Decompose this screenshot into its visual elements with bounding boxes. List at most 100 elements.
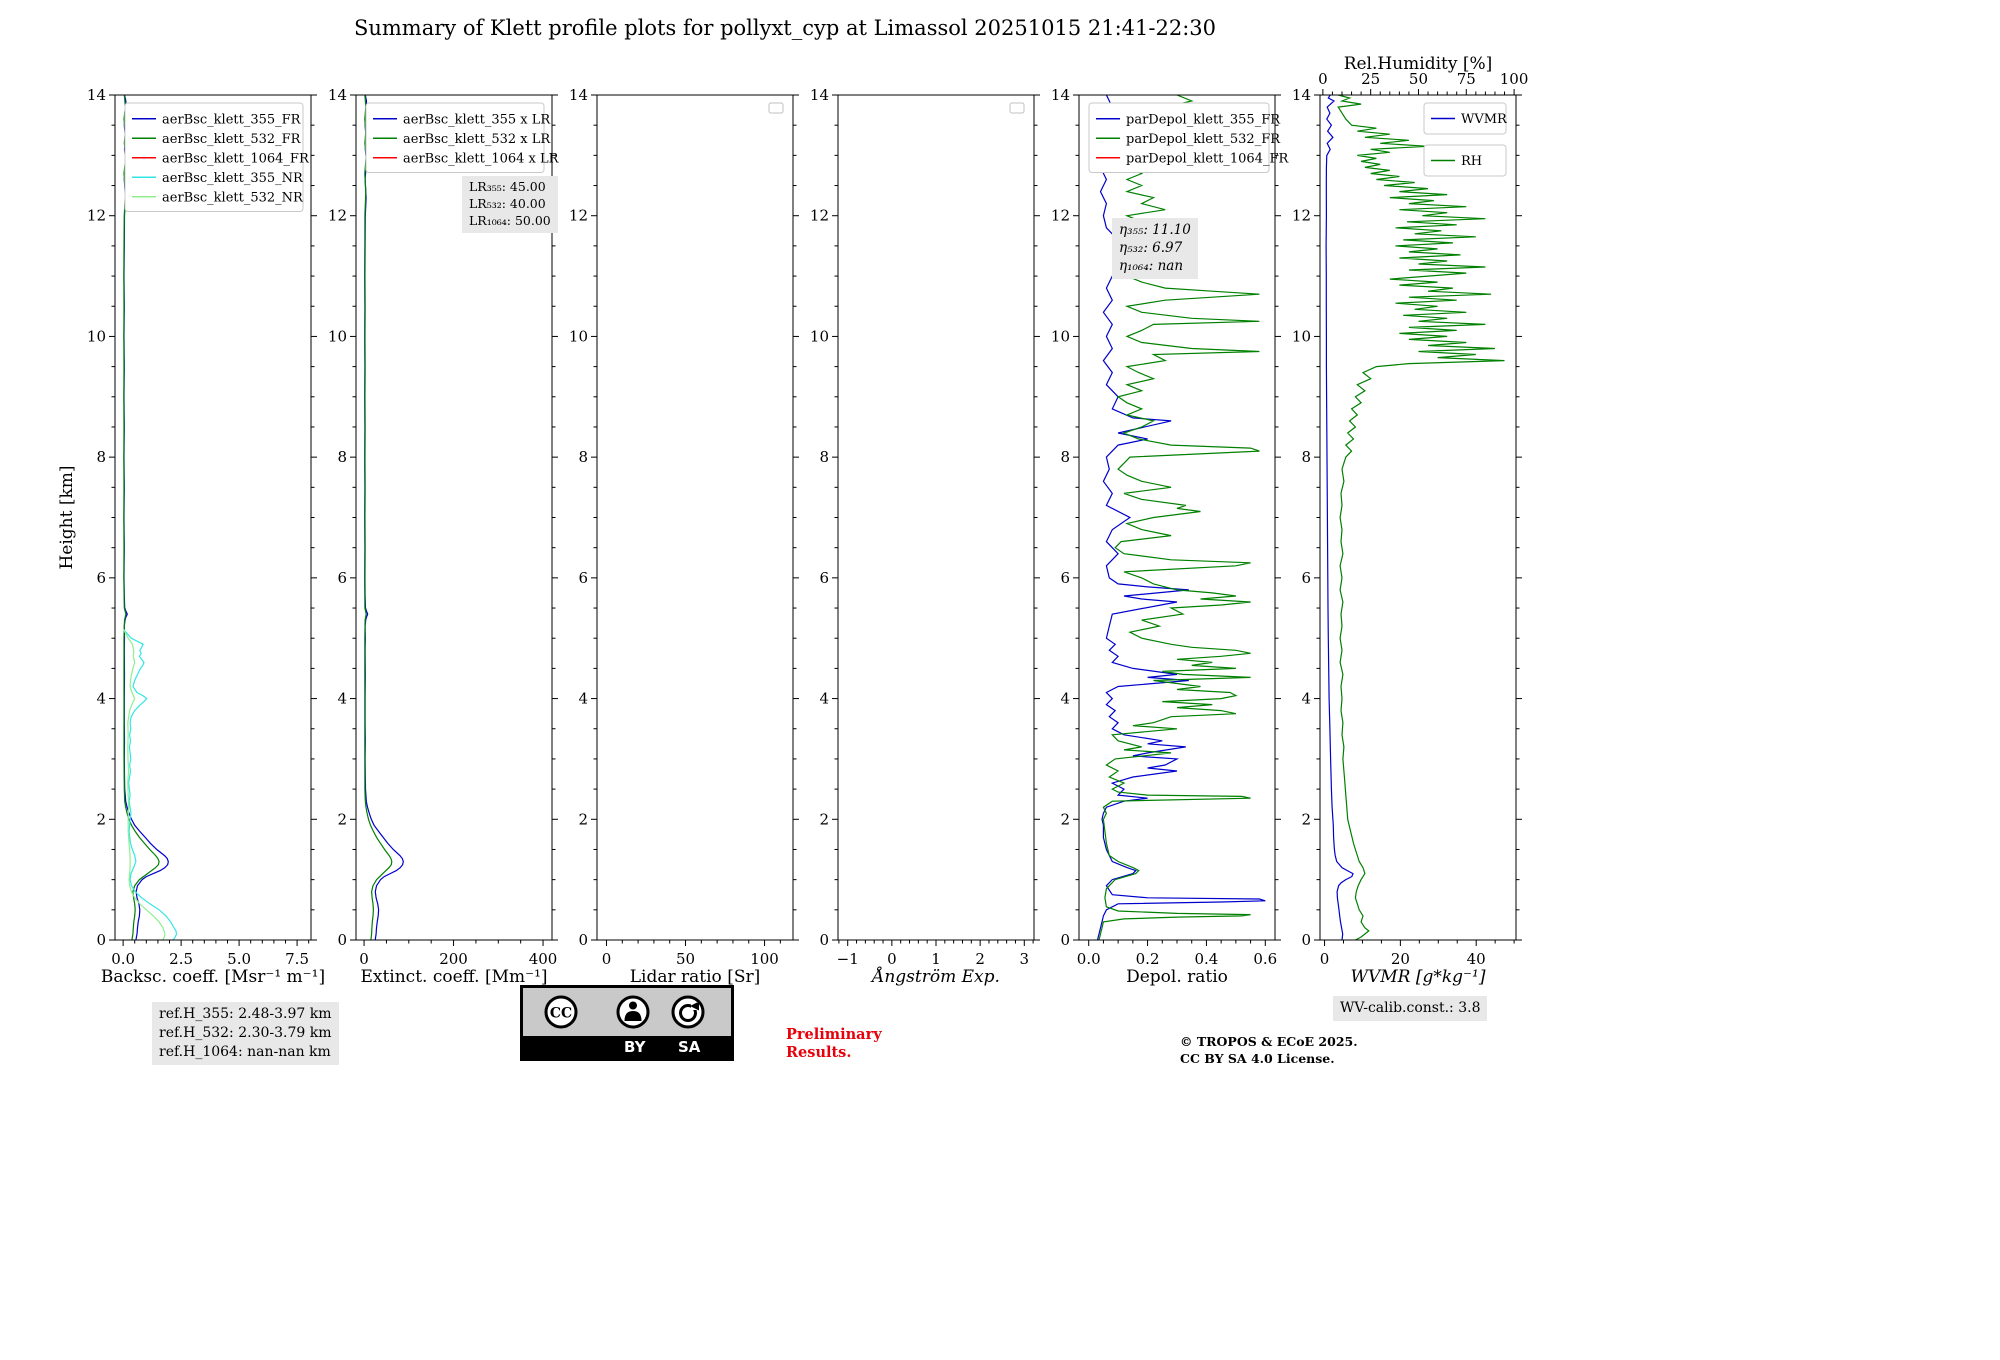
eta-532-value: η₅₃₂: 6.97 <box>1119 240 1183 257</box>
legend-label: WVMR <box>1461 112 1508 127</box>
legend-label: aerBsc_klett_355_NR <box>162 171 304 186</box>
y-tick-label: 8 <box>1060 448 1070 466</box>
eta-1064-value: η₁₀₆₄: nan <box>1119 258 1184 275</box>
license-by-label: BY <box>624 1038 646 1056</box>
y-tick-label: 10 <box>810 327 829 345</box>
x-tick-label: 0.0 <box>111 950 135 968</box>
y-tick-label: 14 <box>1292 86 1311 104</box>
y-tick-label: 10 <box>87 327 106 345</box>
y-tick-label: 0 <box>96 931 106 949</box>
x-tick-label: 0.0 <box>1077 950 1101 968</box>
wv-calib-value: WV-calib.const.: 3.8 <box>1340 1000 1481 1016</box>
panel-frame <box>837 94 1035 941</box>
x-tick-label: 2.5 <box>169 950 193 968</box>
legend-box <box>365 102 545 173</box>
legend-label: parDepol_klett_355_FR <box>1126 112 1281 127</box>
y-tick-label: 8 <box>578 448 588 466</box>
eta-355-value: η₃₅₅: 11.10 <box>1119 222 1191 238</box>
ylabel-height: Height [km] <box>57 465 77 569</box>
wv-calibration-annotation: WV-calib.const.: 3.8 <box>1333 996 1488 1021</box>
x-tick-label: 0.6 <box>1253 950 1277 968</box>
x-tick-label: 40 <box>1467 950 1486 968</box>
legend-empty <box>768 102 784 114</box>
y-tick-label: 12 <box>1292 207 1311 225</box>
y-tick-label: 12 <box>569 207 588 225</box>
legend-label: aerBsc_klett_532 x LR <box>403 132 551 147</box>
y-tick-label: 6 <box>578 569 588 587</box>
series-aerExt_klett_532 <box>363 95 393 940</box>
y-tick-label: 8 <box>819 448 829 466</box>
y-tick-label: 4 <box>337 690 347 708</box>
legend-box <box>124 102 304 212</box>
legend-label: RH <box>1461 154 1482 169</box>
x-tick-label: 50 <box>676 950 695 968</box>
cc-by-sa-license-badge: CC BY SA <box>520 985 734 1061</box>
sa-arrow-icon <box>671 995 705 1029</box>
legend-box <box>1423 144 1507 177</box>
x-tick-label: 0 <box>1320 950 1330 968</box>
cc-icon <box>544 995 578 1029</box>
x-tick-label: −1 <box>837 950 859 968</box>
panel-depol_ratio: 0.0 0.2 0.4 0.6 0 2 4 6 8 10 12 14 Depol. ratio parDe… <box>1051 86 1290 987</box>
license-sa-label: SA <box>678 1038 701 1056</box>
series-aerBsc_klett_532_FR <box>123 95 160 940</box>
preliminary-line2: Results. <box>786 1044 852 1062</box>
preliminary-results-note: Preliminary Results. <box>786 1026 882 1062</box>
y-tick-label: 14 <box>569 86 588 104</box>
y-tick-label: 4 <box>96 690 106 708</box>
legend-empty <box>1009 102 1025 114</box>
panel-frame <box>114 94 312 941</box>
cc-icon-label: CC <box>550 1006 572 1022</box>
legend-label: aerBsc_klett_1064_FR <box>162 151 310 166</box>
y-tick-label: 4 <box>1060 690 1070 708</box>
license-icons: CC <box>544 995 705 1029</box>
xlabel-angstrom: Ångström Exp. <box>870 966 1000 987</box>
legend-label: parDepol_klett_1064_FR <box>1126 151 1289 166</box>
y-tick-label: 8 <box>96 448 106 466</box>
y-tick-label: 6 <box>96 569 106 587</box>
eta-annotation: η₃₅₅: 11.10 η₅₃₂: 6.97 η₁₀₆₄: nan <box>1112 218 1198 279</box>
y-tick-label: 12 <box>1051 207 1070 225</box>
x-tick-label: 100 <box>750 950 779 968</box>
legend-label: aerBsc_klett_532_NR <box>162 190 304 205</box>
legend-box <box>1423 102 1507 135</box>
lr-532-value: LR₅₃₂: 40.00 <box>469 195 546 211</box>
top-tick-label: 25 <box>1361 70 1380 88</box>
y-tick-label: 2 <box>1060 810 1070 828</box>
series-RH <box>1337 95 1505 940</box>
y-tick-label: 12 <box>87 207 106 225</box>
legend-label: aerBsc_klett_355_FR <box>162 112 302 127</box>
top-tick-label: 0 <box>1318 70 1328 88</box>
y-tick-label: 4 <box>578 690 588 708</box>
reference-height-annotation: ref.H_355: 2.48-3.97 km ref.H_532: 2.30-… <box>152 1002 339 1065</box>
y-tick-label: 12 <box>810 207 829 225</box>
y-tick-label: 8 <box>1301 448 1311 466</box>
top-tick-label: 100 <box>1500 70 1529 88</box>
series-aerBsc_klett_355_NR <box>123 628 178 940</box>
y-tick-label: 10 <box>569 327 588 345</box>
xlabel-extinction: Extinct. coeff. [Mm⁻¹] <box>360 967 547 987</box>
y-tick-label: 14 <box>328 86 347 104</box>
y-tick-label: 10 <box>1051 327 1070 345</box>
x-tick-label: 0 <box>602 950 612 968</box>
top-axis-label: Rel.Humidity [%] <box>1344 54 1493 74</box>
lr-355-value: LR₃₅₅: 45.00 <box>469 179 546 194</box>
legend-label: parDepol_klett_532_FR <box>1126 132 1281 147</box>
x-tick-label: 3 <box>1020 950 1030 968</box>
xlabel-backscatter: Backsc. coeff. [Msr⁻¹ m⁻¹] <box>101 967 325 987</box>
x-tick-label: 400 <box>529 950 558 968</box>
y-tick-label: 2 <box>96 810 106 828</box>
y-tick-label: 14 <box>87 86 106 104</box>
panel-backscatter: 0.0 2.5 5.0 7.5 0 2 4 6 8 10 12 14 Backsc. coeff. [M… <box>57 86 325 987</box>
x-tick-label: 200 <box>439 950 468 968</box>
lr-1064-value: LR₁₀₆₄: 50.00 <box>469 212 551 228</box>
x-tick-label: 1 <box>931 950 941 968</box>
x-tick-label: 0.4 <box>1194 950 1218 968</box>
x-tick-label: 0.2 <box>1136 950 1160 968</box>
y-tick-label: 10 <box>328 327 347 345</box>
y-tick-label: 0 <box>1301 931 1311 949</box>
legend-label: aerBsc_klett_532_FR <box>162 132 302 147</box>
y-tick-label: 6 <box>337 569 347 587</box>
